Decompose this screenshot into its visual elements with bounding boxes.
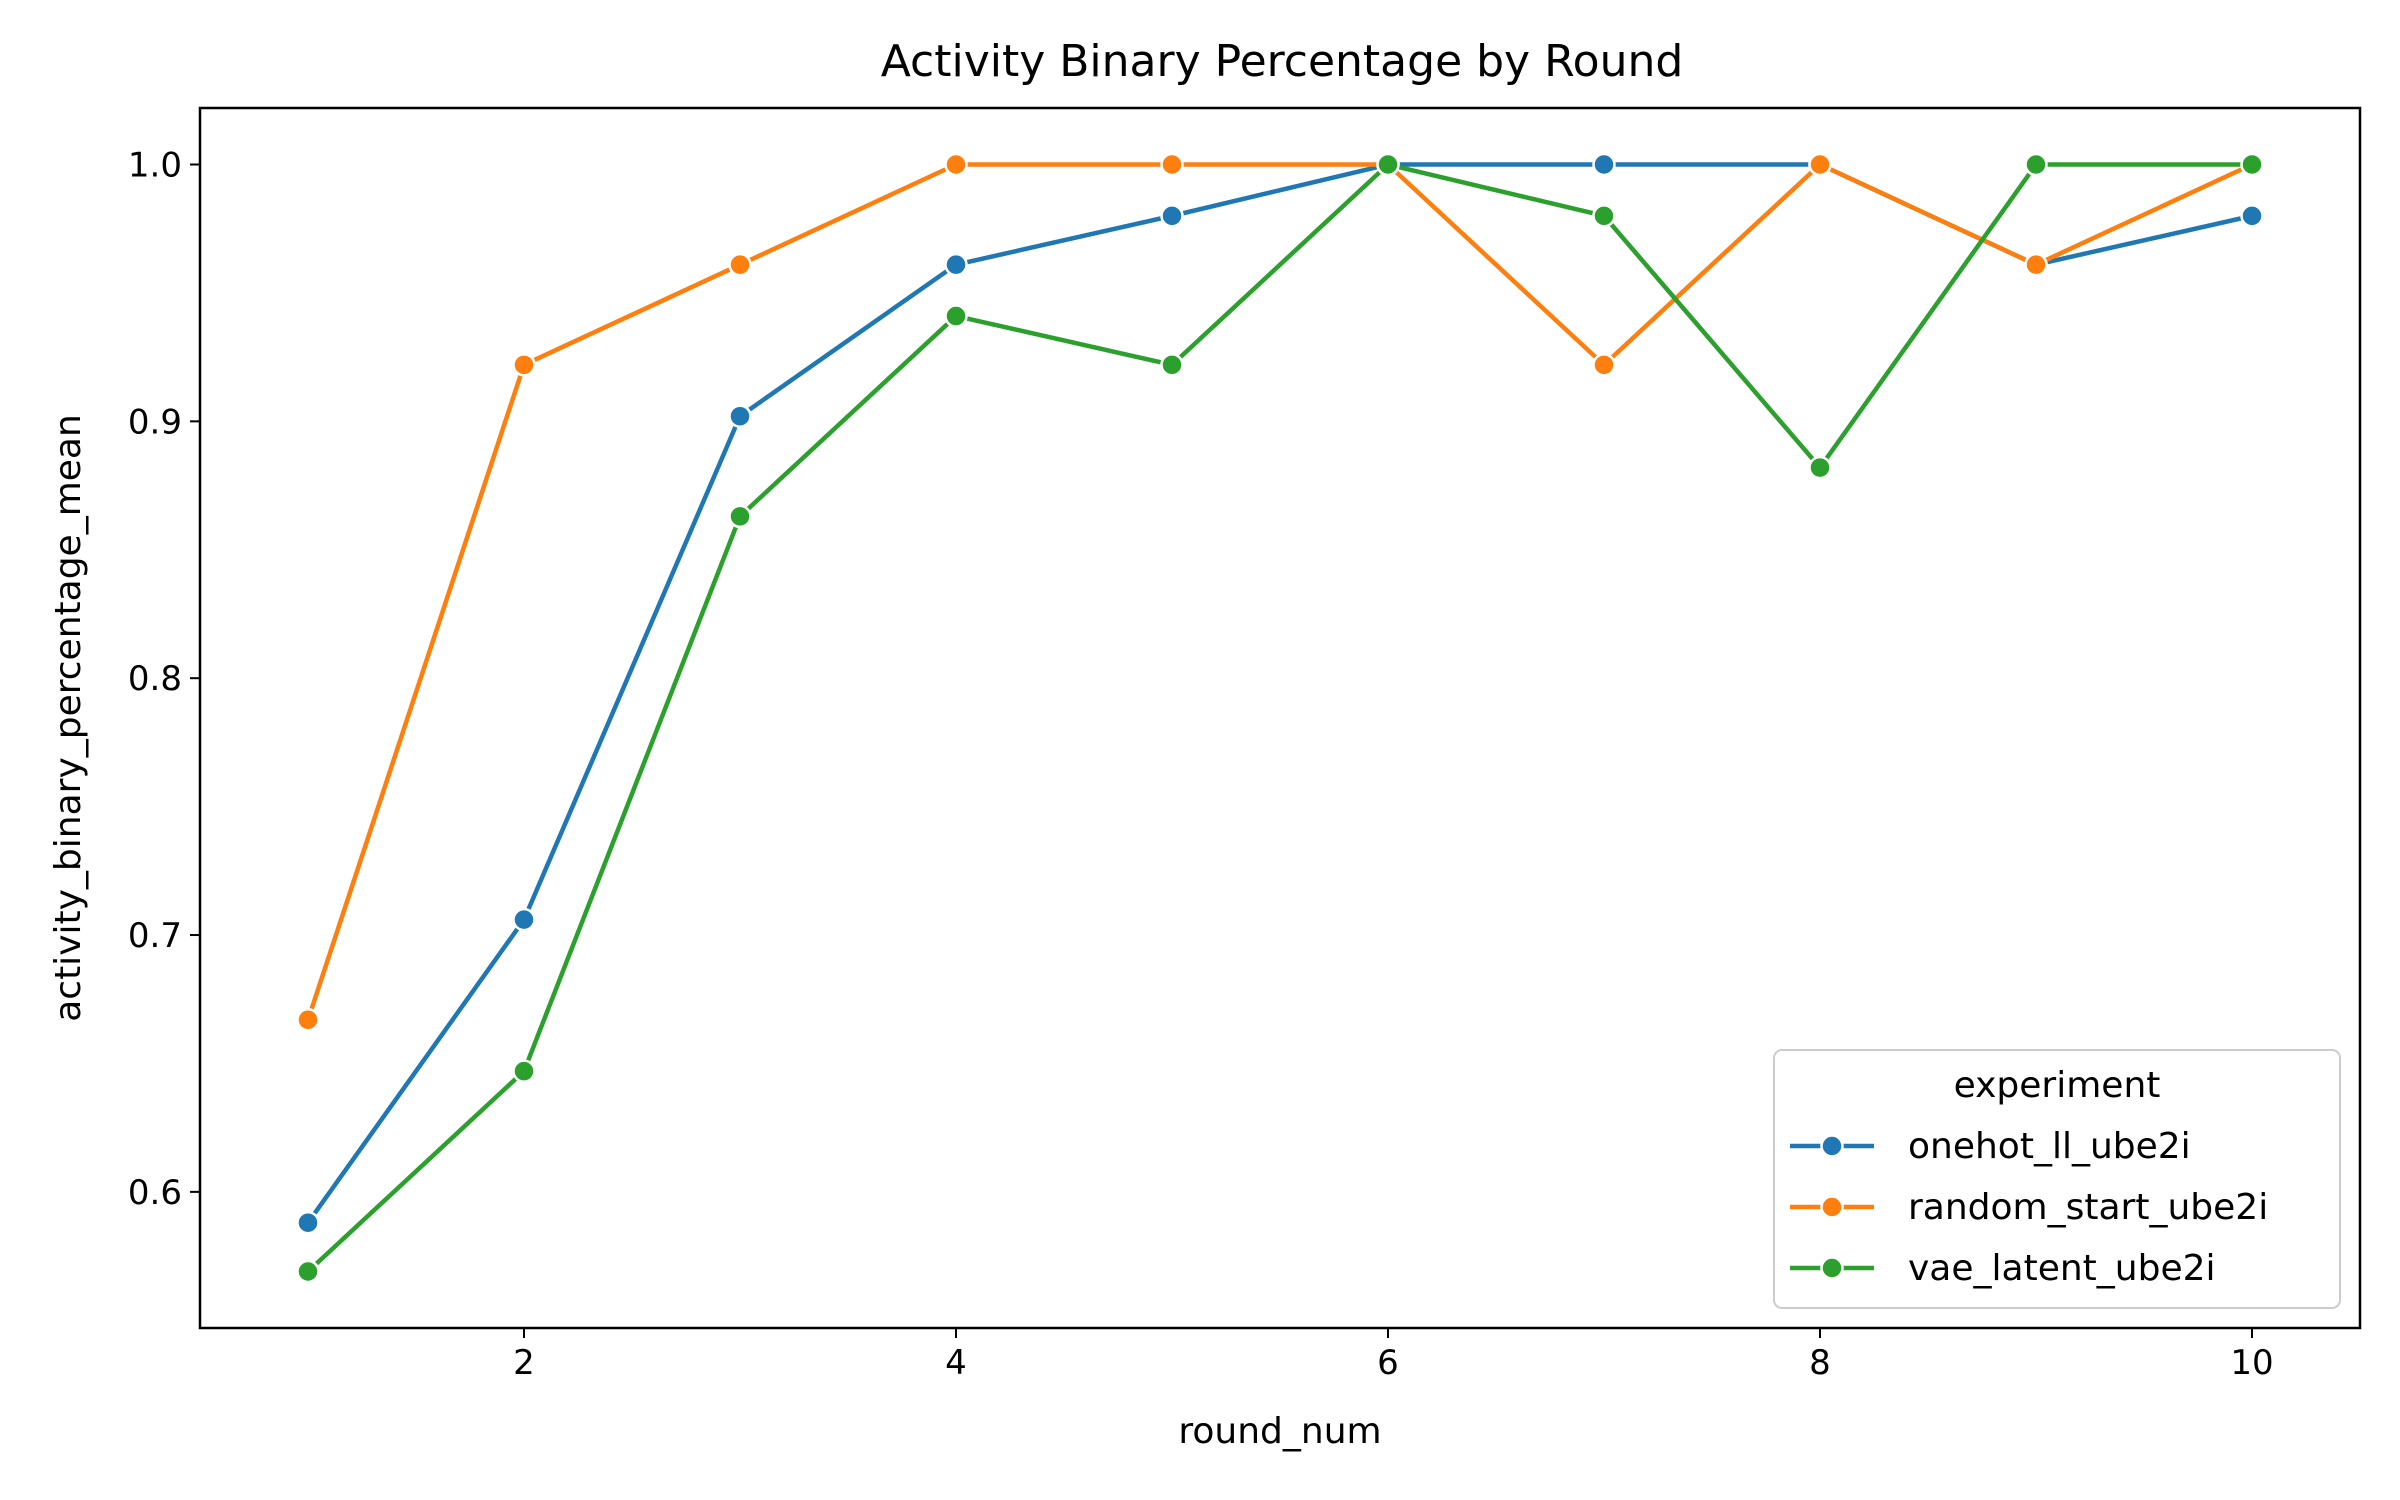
data-point: [2240, 152, 2264, 177]
data-point: [1160, 152, 1184, 177]
x-tick-label: 4: [945, 1343, 967, 1383]
legend-marker: [1820, 1134, 1844, 1158]
data-point: [512, 907, 536, 932]
data-point: [1592, 204, 1616, 228]
legend: experiment onehot_ll_ube2i random_start_u…: [1773, 1049, 2341, 1309]
y-tick-label: 0.6: [128, 1173, 182, 1213]
data-point: [512, 1059, 536, 1083]
data-point: [512, 353, 536, 377]
data-point: [2024, 252, 2048, 277]
data-point: [1160, 353, 1184, 377]
y-axis: 0.6 0.7 0.8 0.9 1.0: [128, 146, 200, 1213]
x-tick-label: 2: [513, 1343, 535, 1383]
legend-marker: [1820, 1195, 1844, 1219]
legend-items: onehot_ll_ube2i random_start_ube2i vae_lat…: [1790, 1126, 2268, 1289]
x-tick-label: 10: [2230, 1343, 2273, 1383]
legend-item: onehot_ll_ube2i: [1790, 1126, 2191, 1167]
data-point: [296, 1259, 320, 1284]
legend-label: random_start_ube2i: [1908, 1187, 2268, 1228]
legend-item: vae_latent_ube2i: [1790, 1248, 2216, 1289]
data-point: [1592, 152, 1616, 177]
plot-frame: [198, 106, 2362, 1330]
plot-area: [296, 152, 2264, 1284]
data-point: [728, 252, 752, 277]
y-tick-label: 0.9: [128, 402, 182, 442]
y-axis-label: activity_binary_percentage_mean: [48, 414, 89, 1022]
data-point: [1160, 204, 1184, 228]
data-point: [2024, 152, 2048, 177]
data-point: [1592, 353, 1616, 377]
y-tick-label: 0.8: [128, 659, 182, 699]
series-line: [305, 162, 2255, 1274]
data-point: [944, 152, 968, 177]
chart-title: Activity Binary Percentage by Round: [881, 36, 1684, 87]
legend-box: [1773, 1049, 2341, 1309]
data-point: [296, 1210, 320, 1235]
legend-marker: [1820, 1256, 1844, 1280]
legend-item: random_start_ube2i: [1790, 1187, 2268, 1228]
data-point: [1808, 152, 1832, 177]
series-vae_latent_ube2i: [296, 152, 2264, 1284]
series-line: [305, 162, 2255, 1023]
x-axis-label: round_num: [1178, 1411, 1381, 1452]
legend-label: onehot_ll_ube2i: [1908, 1126, 2191, 1167]
data-point: [1808, 455, 1832, 480]
data-point: [944, 252, 968, 277]
y-tick-label: 1.0: [128, 146, 182, 186]
data-point: [728, 404, 752, 428]
data-point: [728, 504, 752, 529]
y-tick-label: 0.7: [128, 916, 182, 956]
x-tick-label: 6: [1377, 1343, 1399, 1383]
data-point: [296, 1008, 320, 1032]
legend-title: experiment: [1954, 1065, 2161, 1106]
data-point: [2240, 204, 2264, 228]
legend-label: vae_latent_ube2i: [1908, 1248, 2216, 1289]
data-point: [944, 304, 968, 328]
x-tick-label: 8: [1809, 1343, 1831, 1383]
data-point: [1376, 152, 1400, 177]
x-axis: 2 4 6 8 10: [513, 1328, 2274, 1383]
